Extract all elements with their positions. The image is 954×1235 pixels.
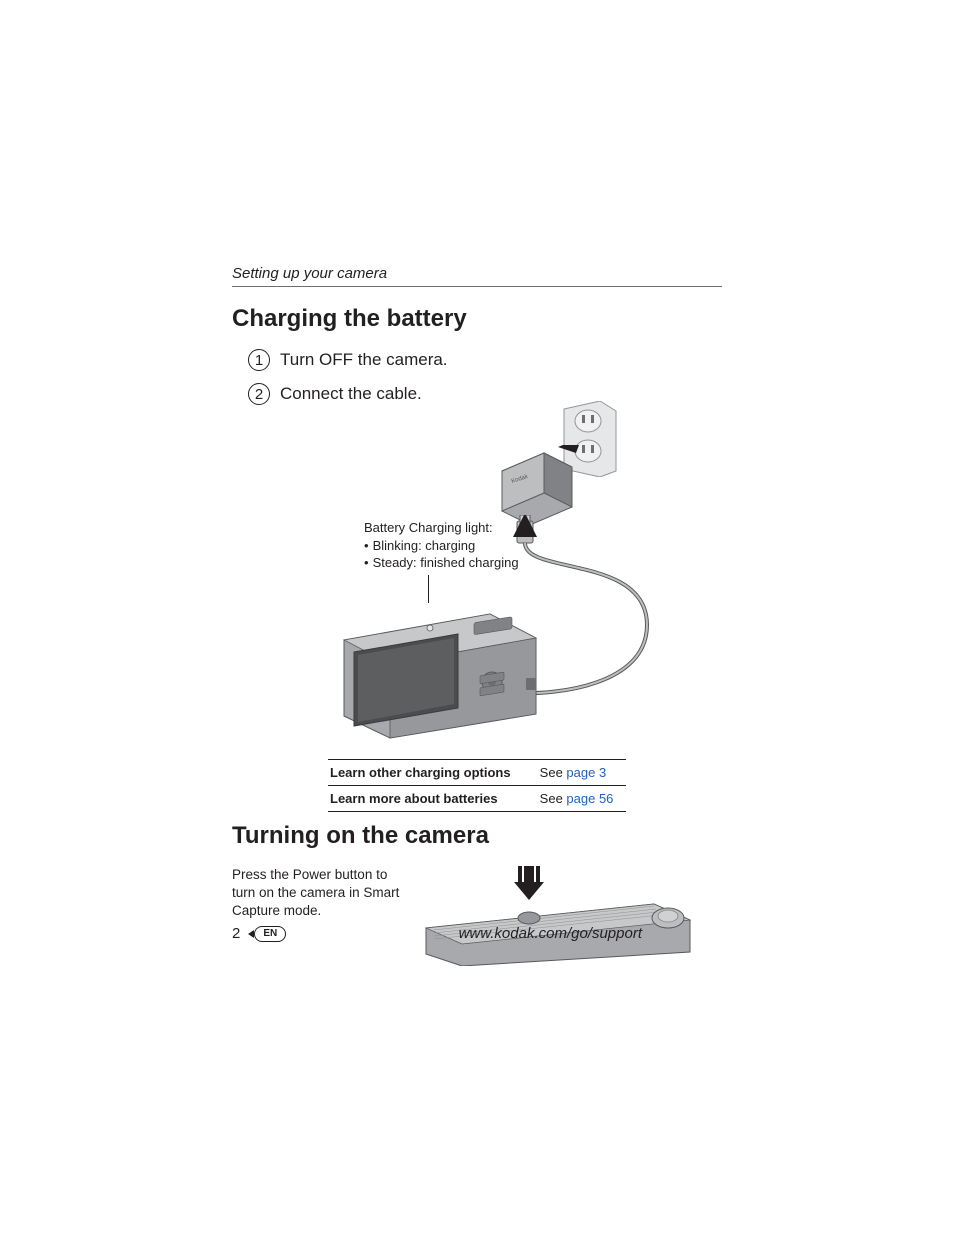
ref-label: Learn other charging options: [328, 760, 538, 786]
step-1: 1 Turn OFF the camera.: [248, 349, 722, 371]
support-url[interactable]: www.kodak.com/go/support: [459, 925, 642, 942]
running-head: Setting up your camera: [232, 265, 722, 287]
reference-table: Learn other charging options See page 3 …: [328, 759, 626, 812]
ref-cell: See page 3: [538, 760, 626, 786]
page-number: 2: [232, 925, 240, 942]
step-number-circle: 2: [248, 383, 270, 405]
section-heading-charging: Charging the battery: [232, 305, 722, 333]
charging-diagram: Battery Charging light: •Blinking: charg…: [232, 415, 722, 755]
turning-on-row: Press the Power button to turn on the ca…: [232, 866, 722, 966]
table-row: Learn other charging options See page 3: [328, 760, 626, 786]
callout-charging-light: Battery Charging light: •Blinking: charg…: [364, 519, 519, 572]
callout-line: •Blinking: charging: [364, 537, 519, 555]
language-badge: EN: [254, 926, 286, 942]
table-row: Learn more about batteries See page 56: [328, 786, 626, 812]
ref-cell: See page 56: [538, 786, 626, 812]
page-link[interactable]: page 3: [566, 765, 606, 780]
page-footer: 2 EN www.kodak.com/go/support: [232, 925, 722, 942]
step-text: Connect the cable.: [280, 384, 422, 404]
camera-back-icon: [340, 610, 540, 740]
step-number-circle: 1: [248, 349, 270, 371]
manual-page: Setting up your camera Charging the batt…: [232, 265, 722, 966]
callout-line: •Steady: finished charging: [364, 554, 519, 572]
callout-leader-line: [428, 575, 429, 603]
camera-top-icon: [424, 866, 694, 966]
turning-on-text: Press the Power button to turn on the ca…: [232, 866, 406, 966]
ref-label: Learn more about batteries: [328, 786, 538, 812]
step-2: 2 Connect the cable.: [248, 383, 722, 405]
page-link[interactable]: page 56: [566, 791, 613, 806]
section-heading-turning-on: Turning on the camera: [232, 822, 722, 850]
callout-title: Battery Charging light:: [364, 519, 519, 537]
step-text: Turn OFF the camera.: [280, 350, 448, 370]
step-list: 1 Turn OFF the camera. 2 Connect the cab…: [248, 349, 722, 405]
